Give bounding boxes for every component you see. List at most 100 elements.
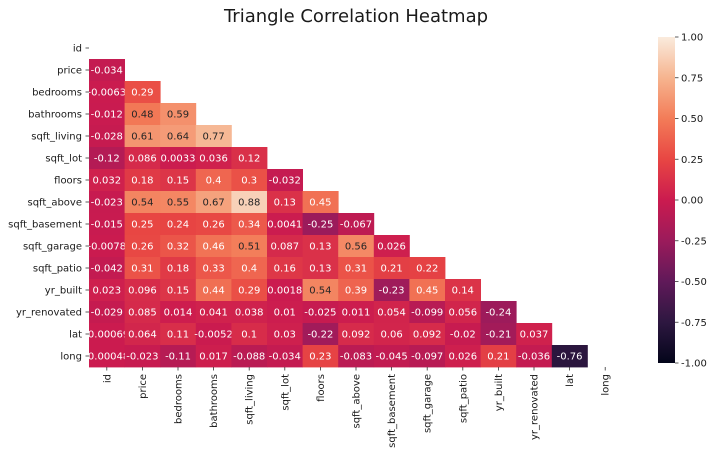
x-tick-label: yr_renovated: [530, 374, 541, 440]
cell-value-label: 0.4: [241, 264, 257, 275]
heatmap-cell: [195, 213, 232, 236]
heatmap-cell: [231, 323, 268, 346]
cell-value-label: 0.014: [164, 308, 193, 319]
cell-value-label: 0.33: [202, 264, 224, 275]
cell-value-label: 0.036: [199, 154, 228, 165]
x-tick-label: sqft_above: [352, 374, 363, 429]
cell-value-label: -0.029: [91, 308, 123, 319]
heatmap-cell: [302, 345, 339, 368]
heatmap-cell: [267, 279, 303, 302]
cell-value-label: -0.067: [340, 220, 372, 231]
heatmap-cell: [302, 213, 339, 236]
y-tick-label: sqft_patio: [33, 264, 82, 275]
cell-value-label: 0.39: [345, 286, 367, 297]
heatmap-cell: [195, 169, 232, 192]
heatmap-cell: [195, 279, 232, 302]
cell-value-label: 0.038: [235, 308, 264, 319]
heatmap-cell: [373, 235, 410, 258]
cell-value-label: -0.0063: [87, 88, 126, 99]
x-tick-label: sqft_garage: [423, 374, 434, 433]
heatmap-cell: [89, 191, 125, 214]
heatmap-cell: [195, 125, 232, 148]
cell-value-label: -0.0078: [87, 242, 126, 253]
heatmap-cell: [231, 147, 268, 170]
heatmap-cell: [267, 235, 303, 258]
cell-value-label: 0.61: [131, 132, 153, 143]
cell-value-label: -0.76: [557, 352, 583, 363]
heatmap-cell: [89, 169, 125, 192]
cell-value-label: 0.59: [167, 110, 189, 121]
heatmap-cell: [231, 191, 268, 214]
cell-value-label: -0.028: [91, 132, 123, 143]
cell-value-label: 0.0018: [267, 286, 302, 297]
x-tick-label: sqft_basement: [387, 374, 398, 448]
heatmap-cell: [89, 279, 125, 302]
cell-value-label: 0.22: [416, 264, 438, 275]
cell-value-label: 0.056: [448, 308, 477, 319]
heatmap-cell: [89, 323, 125, 346]
heatmap-cells: -0.034 -0.0063 0.29 -0.012 0.48 0.59 -0.028 0.6…: [84, 59, 588, 368]
heatmap-cell: [445, 301, 481, 324]
cell-value-label: 0.06: [380, 330, 402, 341]
cell-value-label: 0.01: [274, 308, 296, 319]
y-tick-label: floors: [54, 176, 82, 187]
cell-value-label: 0.3: [241, 176, 257, 187]
heatmap-cell: [409, 323, 446, 346]
heatmap-cell: [338, 301, 375, 324]
colorbar-tick-label: 0.75: [681, 73, 703, 84]
heatmap-cell: [516, 345, 553, 368]
cell-value-label: 0.086: [128, 154, 157, 165]
cell-value-label: 0.032: [92, 176, 121, 187]
heatmap-cell: [195, 323, 232, 346]
y-tick-label: yr_renovated: [16, 308, 82, 319]
heatmap-cell: [89, 257, 125, 280]
heatmap-cell: [231, 169, 268, 192]
cell-value-label: 0.54: [131, 198, 153, 209]
y-tick-label: long: [60, 352, 82, 363]
heatmap-cell: [89, 125, 125, 148]
heatmap-cell: [373, 257, 410, 280]
heatmap-cell: [160, 345, 197, 368]
cell-value-label: 0.67: [202, 198, 224, 209]
heatmap-cell: [124, 81, 161, 104]
heatmap-cell: [480, 301, 517, 324]
heatmap-cell: [160, 103, 197, 126]
cell-value-label: -0.088: [233, 352, 265, 363]
cell-value-label: -0.12: [94, 154, 120, 165]
cell-value-label: 0.48: [131, 110, 153, 121]
cell-value-label: -0.012: [91, 110, 123, 121]
cell-value-label: -0.25: [307, 220, 333, 231]
heatmap-cell: [160, 323, 197, 346]
cell-value-label: 0.12: [238, 154, 260, 165]
cell-value-label: 0.23: [309, 352, 331, 363]
cell-value-label: 0.45: [416, 286, 438, 297]
cell-value-label: 0.037: [520, 330, 549, 341]
heatmap-cell: [302, 323, 339, 346]
cell-value-label: 0.26: [202, 220, 224, 231]
cell-value-label: 0.16: [274, 264, 296, 275]
heatmap-cell: [267, 345, 303, 368]
cell-value-label: 0.46: [202, 242, 224, 253]
cell-value-label: -0.025: [304, 308, 336, 319]
heatmap-cell: [195, 147, 232, 170]
heatmap-cell: [124, 147, 161, 170]
x-tick-label: floors: [316, 374, 327, 402]
y-tick-label: sqft_above: [28, 198, 83, 209]
heatmap-cell: [373, 301, 410, 324]
y-tick-label: bedrooms: [32, 88, 82, 99]
heatmap-cell: [302, 279, 339, 302]
heatmap-cell: [267, 191, 303, 214]
cell-value-label: 0.21: [487, 352, 509, 363]
heatmap-cell: [338, 235, 375, 258]
heatmap-cell: [195, 191, 232, 214]
heatmap-cell: [409, 345, 446, 368]
cell-value-label: 0.011: [342, 308, 371, 319]
heatmap-cell: [338, 213, 375, 236]
heatmap-cell: [89, 301, 125, 324]
cell-value-label: 0.18: [131, 176, 153, 187]
cell-value-label: 0.092: [342, 330, 371, 341]
heatmap-cell: [89, 103, 125, 126]
cell-value-label: -0.034: [269, 352, 301, 363]
cell-value-label: 0.44: [202, 286, 224, 297]
